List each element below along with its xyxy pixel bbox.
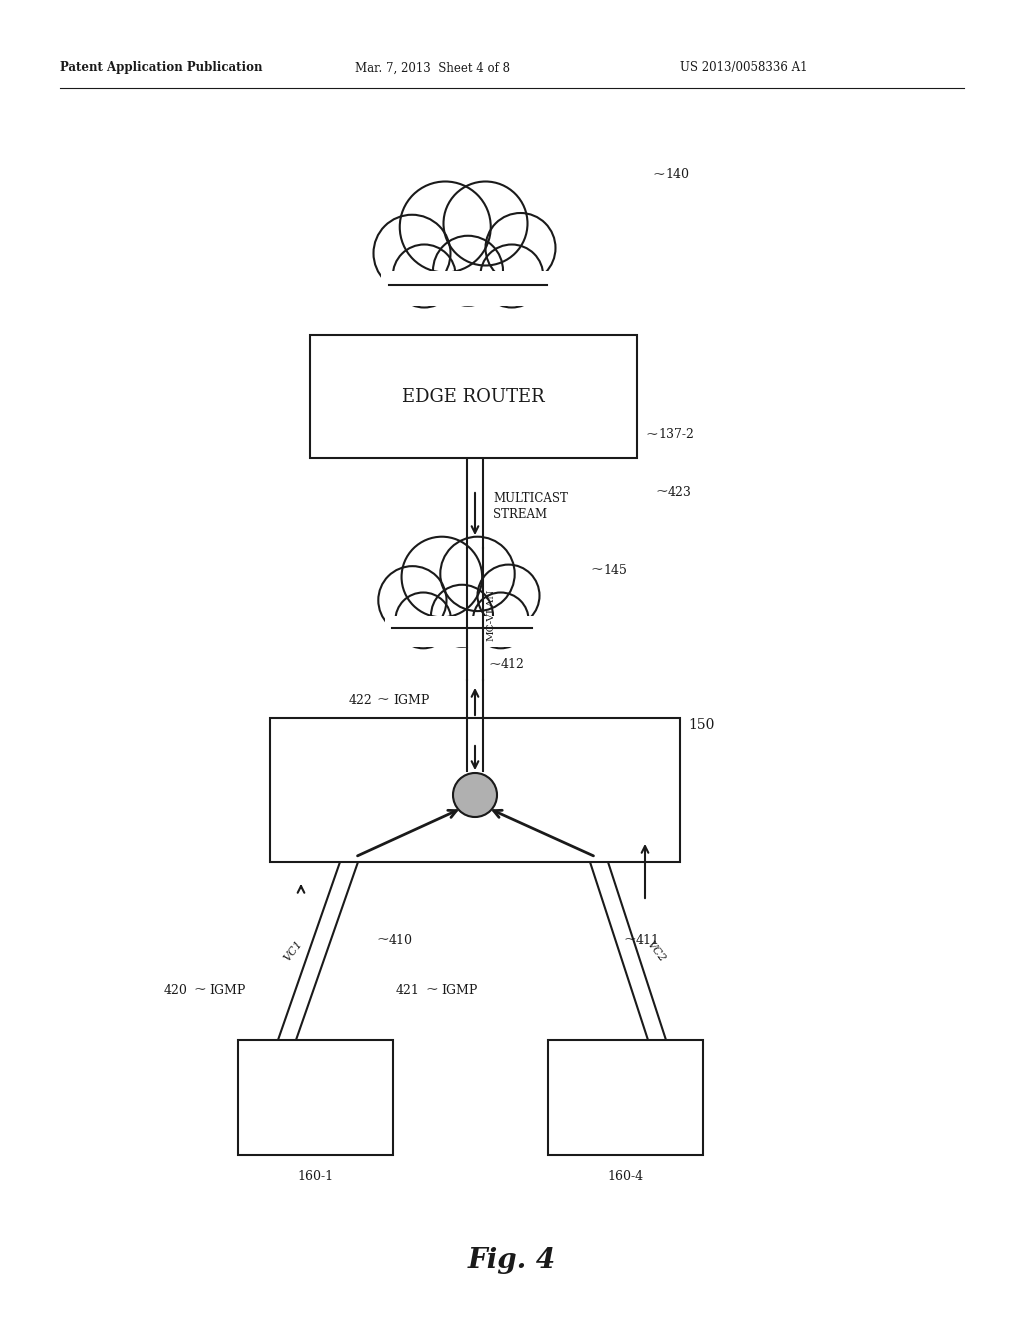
- Text: ~: ~: [655, 484, 668, 499]
- Circle shape: [399, 181, 490, 272]
- Text: ~: ~: [645, 428, 657, 442]
- Bar: [381, 271, 555, 306]
- Bar: [238, 1040, 393, 1155]
- Text: MULTICAST
STREAM: MULTICAST STREAM: [493, 492, 568, 521]
- Circle shape: [401, 537, 482, 618]
- Text: 412: 412: [501, 659, 525, 672]
- Text: 145: 145: [603, 564, 627, 577]
- Text: 160-4: 160-4: [607, 1171, 643, 1184]
- Circle shape: [480, 244, 544, 308]
- Text: US 2013/0058336 A1: US 2013/0058336 A1: [680, 62, 808, 74]
- Bar: [384, 615, 540, 647]
- Text: Fig. 4: Fig. 4: [468, 1246, 556, 1274]
- Text: VC2: VC2: [645, 939, 668, 964]
- Circle shape: [453, 774, 497, 817]
- Circle shape: [433, 236, 503, 306]
- Text: 421: 421: [396, 983, 420, 997]
- Text: ~: ~: [623, 933, 636, 946]
- Text: VC1: VC1: [282, 939, 304, 964]
- Text: 137-2: 137-2: [658, 429, 694, 441]
- Circle shape: [440, 537, 515, 611]
- Circle shape: [485, 213, 555, 282]
- Text: ~: ~: [376, 933, 389, 946]
- Text: 423: 423: [668, 486, 692, 499]
- Circle shape: [393, 244, 456, 308]
- Bar: [270, 718, 680, 862]
- Circle shape: [473, 593, 528, 648]
- Text: IGMP: IGMP: [393, 693, 429, 706]
- Bar: [548, 1040, 703, 1155]
- Text: Mar. 7, 2013  Sheet 4 of 8: Mar. 7, 2013 Sheet 4 of 8: [355, 62, 510, 74]
- Text: 411: 411: [636, 933, 660, 946]
- Circle shape: [378, 566, 446, 635]
- Text: 422: 422: [348, 693, 372, 706]
- Text: MC-VLAN: MC-VLAN: [487, 589, 496, 642]
- Text: ~: ~: [590, 564, 603, 577]
- Circle shape: [443, 181, 527, 265]
- Circle shape: [395, 593, 452, 648]
- Circle shape: [374, 215, 451, 292]
- Circle shape: [431, 585, 493, 647]
- Text: IGMP: IGMP: [441, 983, 477, 997]
- Text: 140: 140: [665, 169, 689, 181]
- Text: ~: ~: [193, 983, 206, 997]
- Text: IGMP: IGMP: [209, 983, 246, 997]
- Text: ~: ~: [652, 168, 665, 182]
- Text: 410: 410: [389, 933, 413, 946]
- Text: ~: ~: [376, 693, 389, 708]
- Text: ~: ~: [425, 983, 437, 997]
- Bar: [310, 335, 637, 458]
- Circle shape: [477, 565, 540, 627]
- Text: 150: 150: [688, 718, 715, 733]
- Text: 420: 420: [164, 983, 188, 997]
- Text: EDGE ROUTER: EDGE ROUTER: [402, 388, 545, 405]
- Text: Patent Application Publication: Patent Application Publication: [60, 62, 262, 74]
- Text: ~: ~: [488, 657, 501, 672]
- Text: 160-1: 160-1: [297, 1171, 334, 1184]
